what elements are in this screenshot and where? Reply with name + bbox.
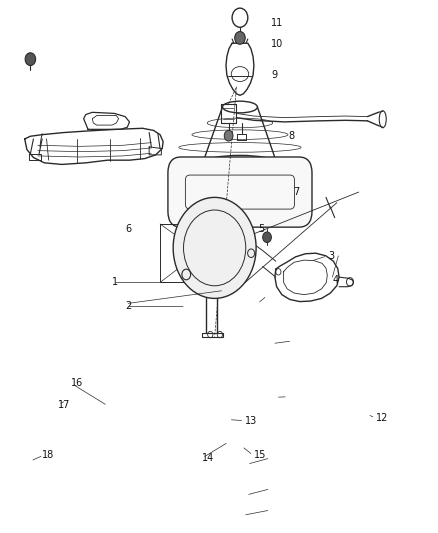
- Text: 8: 8: [289, 131, 295, 141]
- Text: 11: 11: [272, 18, 284, 28]
- Circle shape: [235, 31, 245, 44]
- Circle shape: [224, 131, 233, 141]
- FancyBboxPatch shape: [168, 157, 312, 227]
- Text: 14: 14: [201, 453, 214, 463]
- Text: 18: 18: [42, 450, 54, 460]
- Text: 9: 9: [272, 70, 278, 80]
- Text: 12: 12: [376, 413, 389, 423]
- Circle shape: [173, 197, 256, 298]
- Circle shape: [25, 53, 35, 66]
- Text: 7: 7: [293, 187, 300, 197]
- Text: 5: 5: [258, 224, 265, 235]
- Text: 15: 15: [254, 450, 266, 460]
- Text: 10: 10: [272, 39, 284, 49]
- Text: 6: 6: [125, 224, 131, 235]
- Text: 1: 1: [112, 278, 118, 287]
- Circle shape: [263, 232, 272, 243]
- Text: 4: 4: [332, 275, 339, 285]
- Text: 3: 3: [328, 251, 334, 261]
- Text: 2: 2: [125, 301, 131, 311]
- Text: 13: 13: [245, 416, 258, 426]
- Text: 16: 16: [71, 378, 83, 389]
- Text: 17: 17: [57, 400, 70, 410]
